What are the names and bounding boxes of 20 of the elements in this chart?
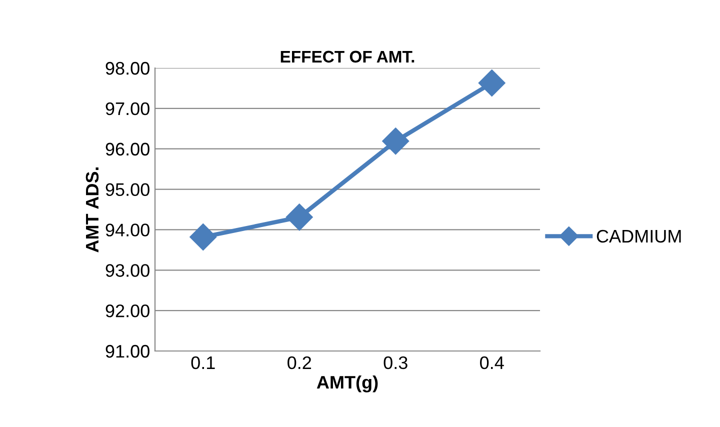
y-tick-label: 96.00 bbox=[106, 142, 150, 156]
point bbox=[478, 69, 506, 96]
y-tick-label: 98.00 bbox=[106, 62, 150, 75]
y-tick-label: 94.00 bbox=[106, 224, 150, 236]
x-tick-label: 0.1 bbox=[191, 356, 215, 370]
x-axis-title: AMT(g) bbox=[316, 375, 378, 392]
chart-title: EFFECT OF AMT. bbox=[280, 50, 414, 63]
y-tick-label: 97.00 bbox=[106, 102, 150, 116]
x-tick-label: 0.2 bbox=[288, 356, 312, 370]
legend-label: CADMIUM bbox=[596, 230, 681, 243]
y-tick-label: 95.00 bbox=[106, 183, 150, 196]
point bbox=[382, 128, 410, 155]
y-tick-label: 93.00 bbox=[106, 264, 150, 277]
point bbox=[190, 224, 217, 250]
y-axis-title: AMT ADS. bbox=[86, 167, 99, 252]
y-tick-label: 91.00 bbox=[106, 344, 150, 358]
x-tick-label: 0.3 bbox=[384, 356, 408, 370]
y-tick-label: 92.00 bbox=[106, 304, 150, 318]
point bbox=[286, 204, 313, 231]
x-tick-label: 0.4 bbox=[480, 356, 504, 370]
